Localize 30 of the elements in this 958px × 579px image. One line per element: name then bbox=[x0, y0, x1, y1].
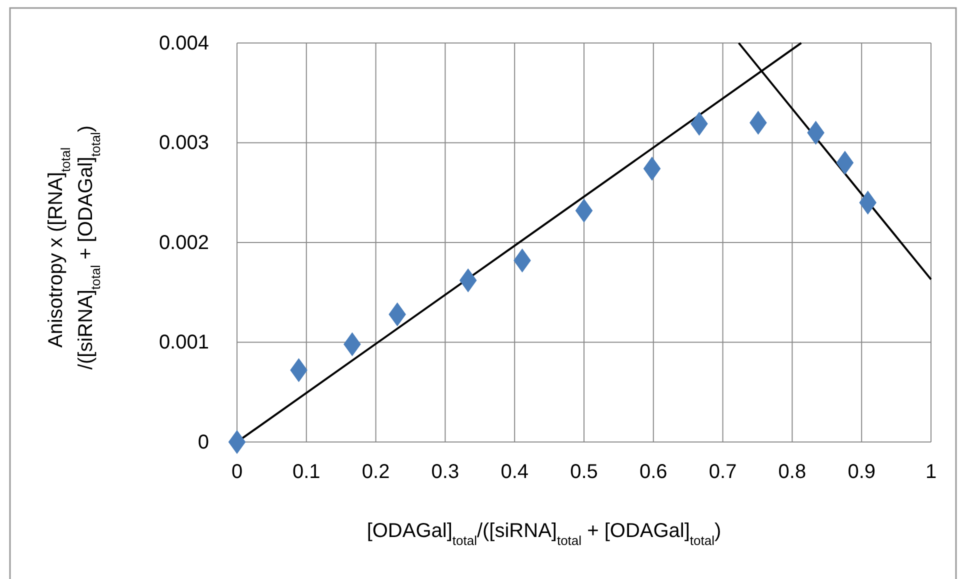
point bbox=[643, 156, 661, 181]
point bbox=[459, 268, 477, 292]
y-tick-label: 0.003 bbox=[158, 132, 209, 154]
point bbox=[690, 112, 708, 136]
point bbox=[859, 190, 877, 215]
point bbox=[344, 332, 361, 356]
x-tick-label: 0.8 bbox=[778, 461, 806, 484]
x-tick-label: 0.6 bbox=[639, 461, 668, 484]
y-tick-label: 0.001 bbox=[158, 332, 209, 354]
y-tick-label: 0 bbox=[198, 431, 209, 454]
y-tick-label: 0.004 bbox=[158, 32, 209, 54]
x-axis-title: [ODAGal]$_{total}$/([siRNA]$_{total}$ + [ODAGal]$_{total}$) bbox=[366, 520, 722, 548]
x-tick-label: 0.9 bbox=[848, 461, 876, 484]
point bbox=[228, 430, 246, 454]
point bbox=[388, 302, 406, 326]
x-tick-label: 0 bbox=[231, 461, 243, 484]
x-tick-label: 0.4 bbox=[500, 461, 529, 484]
point bbox=[807, 120, 824, 145]
point bbox=[290, 358, 308, 382]
x-tick-label: 1 bbox=[925, 461, 937, 484]
x-tick-label: 0.3 bbox=[431, 461, 460, 484]
point bbox=[575, 198, 593, 223]
y-tick-label: 0.002 bbox=[158, 232, 209, 254]
x-tick-label: 0.2 bbox=[362, 461, 390, 484]
point bbox=[750, 110, 767, 135]
point bbox=[514, 248, 531, 272]
x-tick-label: 0.5 bbox=[570, 461, 598, 484]
x-tick-label: 0.7 bbox=[708, 461, 737, 484]
point bbox=[836, 150, 854, 175]
x-tick-label: 0.1 bbox=[292, 461, 320, 484]
